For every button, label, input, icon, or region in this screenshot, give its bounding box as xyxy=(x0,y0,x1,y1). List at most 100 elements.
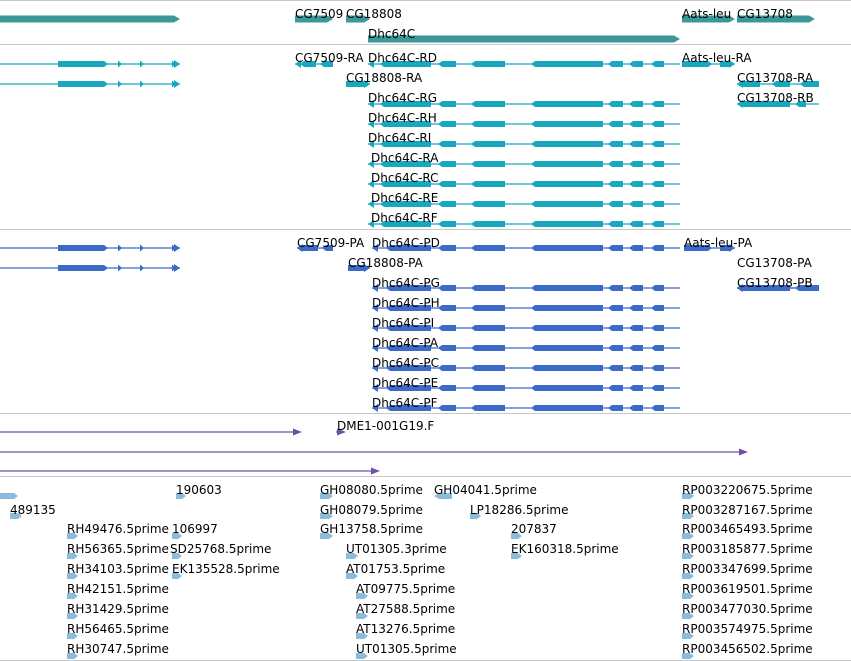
est-label[interactable]: GH08080.5prime xyxy=(320,483,423,497)
est-label[interactable]: RP003465493.5prime xyxy=(682,522,813,536)
est-label[interactable]: RP003220675.5prime xyxy=(682,483,813,497)
est-label[interactable]: RP003456502.5prime xyxy=(682,642,813,656)
transcript-label[interactable]: Dhc64C-RC xyxy=(371,171,439,185)
exon-block xyxy=(608,345,623,351)
est-label[interactable]: AT01753.5prime xyxy=(346,562,446,576)
strand-chevron xyxy=(140,244,144,252)
transcript-label[interactable]: Dhc64C-RG xyxy=(368,91,438,105)
translation-label[interactable]: Dhc64C-PG xyxy=(372,276,440,290)
est-label[interactable]: 190603 xyxy=(176,483,222,497)
est-label[interactable]: RP003619501.5prime xyxy=(682,582,813,596)
est-label[interactable]: 106997 xyxy=(172,522,218,536)
exon-block xyxy=(471,365,505,371)
translation-label[interactable]: Dhc64C-PA xyxy=(372,336,439,350)
strand-chevron xyxy=(118,244,122,252)
exon-block xyxy=(531,245,603,251)
exon-block xyxy=(608,305,623,311)
est-label[interactable]: UT01305.5prime xyxy=(356,642,457,656)
est-label[interactable]: RP003574975.5prime xyxy=(682,622,813,636)
gene-label[interactable]: CG18808 xyxy=(346,7,402,21)
exon-block xyxy=(629,201,643,207)
exon-block xyxy=(471,345,505,351)
exon-block xyxy=(531,405,603,411)
gene-label[interactable]: CG13708 xyxy=(737,7,793,21)
exon-block xyxy=(531,365,603,371)
exon-block xyxy=(438,325,456,331)
exon-block xyxy=(629,161,643,167)
translation-label[interactable]: Dhc64C-PI xyxy=(372,316,435,330)
est-label[interactable]: UT01305.3prime xyxy=(346,542,447,556)
track-separator xyxy=(0,229,851,230)
clone-arrow xyxy=(293,428,302,436)
track-separator xyxy=(0,0,851,1)
transcript-label[interactable]: Dhc64C-RH xyxy=(368,111,437,125)
translation-label[interactable]: CG18808-PA xyxy=(348,256,423,270)
exon-block xyxy=(651,325,664,331)
exon-block xyxy=(651,181,664,187)
est-label[interactable]: RP003287167.5prime xyxy=(682,503,813,517)
est-label[interactable]: RH34103.5prime xyxy=(67,562,169,576)
transcript-label[interactable]: Dhc64C-RF xyxy=(371,211,438,225)
est-label[interactable]: EK160318.5prime xyxy=(511,542,619,556)
est-label[interactable]: 207837 xyxy=(511,522,557,536)
translation-label[interactable]: Dhc64C-PE xyxy=(372,376,439,390)
est-label[interactable]: RP003347699.5prime xyxy=(682,562,813,576)
est-label[interactable]: GH04041.5prime xyxy=(434,483,537,497)
translation-label[interactable]: CG13708-PA xyxy=(737,256,812,270)
exon-block xyxy=(608,221,623,227)
translation-label[interactable]: Dhc64C-PC xyxy=(372,356,440,370)
exon-block xyxy=(471,141,505,147)
est-label[interactable]: SD25768.5prime xyxy=(170,542,272,556)
est-label[interactable]: RH31429.5prime xyxy=(67,602,169,616)
gene-label[interactable]: Dhc64C xyxy=(368,27,416,41)
translation-label[interactable]: CG7509-PA xyxy=(297,236,365,250)
transcript-label[interactable]: CG7509-RA xyxy=(295,51,364,65)
transcript-label[interactable]: Dhc64C-RE xyxy=(371,191,439,205)
clone-label[interactable]: DME1-001G19.F xyxy=(337,419,435,433)
est-label[interactable]: GH08079.5prime xyxy=(320,503,423,517)
exon-block xyxy=(651,141,664,147)
est-label[interactable]: AT27588.5prime xyxy=(356,602,456,616)
exon-block xyxy=(608,325,623,331)
est-label[interactable]: AT09775.5prime xyxy=(356,582,456,596)
exon-block xyxy=(629,61,643,67)
exon-block xyxy=(651,161,664,167)
exon-block xyxy=(438,285,456,291)
transcript-label[interactable]: CG13708-RB xyxy=(737,91,814,105)
exon-block xyxy=(531,201,603,207)
strand-chevron xyxy=(140,80,144,88)
est-label[interactable]: RH30747.5prime xyxy=(67,642,169,656)
est-label[interactable]: RH56365.5prime xyxy=(67,542,169,556)
exon-block xyxy=(471,305,505,311)
exon-block xyxy=(531,101,603,107)
est-label[interactable]: 489135 xyxy=(10,503,56,517)
est-label[interactable]: RP003477030.5prime xyxy=(682,602,813,616)
translation-label[interactable]: Aats-leu-PA xyxy=(684,236,753,250)
transcript-label[interactable]: Dhc64C-RD xyxy=(368,51,437,65)
est-label[interactable]: AT13276.5prime xyxy=(356,622,456,636)
gene-label[interactable]: CG7509 xyxy=(295,7,344,21)
est-label[interactable]: LP18286.5prime xyxy=(470,503,569,517)
translation-label[interactable]: Dhc64C-PH xyxy=(372,296,440,310)
est-label[interactable]: RH56465.5prime xyxy=(67,622,169,636)
translation-label[interactable]: CG13708-PB xyxy=(737,276,813,290)
transcript-label[interactable]: Dhc64C-RA xyxy=(371,151,439,165)
est-label[interactable]: GH13758.5prime xyxy=(320,522,423,536)
transcript-label[interactable]: CG18808-RA xyxy=(346,71,423,85)
est-label[interactable]: RH42151.5prime xyxy=(67,582,169,596)
translation-label[interactable]: Dhc64C-PD xyxy=(372,236,440,250)
transcript-label[interactable]: Dhc64C-RI xyxy=(368,131,432,145)
clone-arrow xyxy=(371,467,380,475)
exon-block xyxy=(629,305,643,311)
gene-label[interactable]: Aats-leu xyxy=(682,7,732,21)
exon-block xyxy=(629,405,643,411)
exon-block xyxy=(438,385,456,391)
est-label[interactable]: RH49476.5prime xyxy=(67,522,169,536)
transcript-label[interactable]: Aats-leu-RA xyxy=(682,51,752,65)
transcript-label[interactable]: CG13708-RA xyxy=(737,71,814,85)
translation-label[interactable]: Dhc64C-PF xyxy=(372,396,438,410)
strand-chevron xyxy=(140,60,144,68)
strand-arrow xyxy=(174,60,180,68)
est-label[interactable]: EK135528.5prime xyxy=(172,562,280,576)
est-label[interactable]: RP003185877.5prime xyxy=(682,542,813,556)
